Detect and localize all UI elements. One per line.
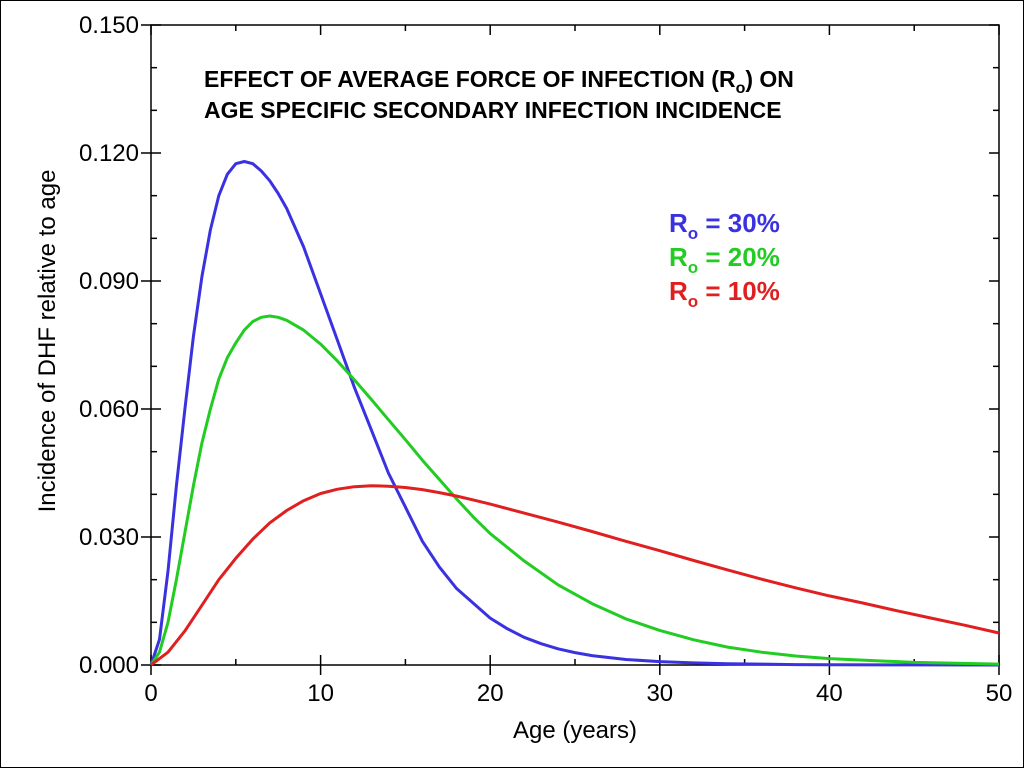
series-layer	[149, 160, 1000, 667]
chart-title-line-1: EFFECT OF AVERAGE FORCE OF INFECTION (Ro…	[204, 66, 794, 97]
y-tick-label: 0.150	[79, 12, 139, 39]
y-tick-label: 0.120	[79, 140, 139, 167]
x-tick-label: 0	[144, 680, 157, 707]
x-tick-label: 30	[646, 680, 673, 707]
x-tick-label: 50	[986, 680, 1013, 707]
x-tick-label: 10	[307, 680, 334, 707]
plot-area	[150, 24, 1000, 666]
legend-entry-1: Ro = 30%	[669, 208, 780, 243]
legend-entry-3: Ro = 10%	[669, 276, 780, 311]
legend: Ro = 30%Ro = 20%Ro = 10%	[669, 208, 780, 311]
y-tick-label: 0.030	[79, 524, 139, 551]
series-line-3	[150, 484, 1000, 667]
y-axis-title: Incidence of DHF relative to age	[34, 170, 61, 513]
y-tick-label: 0.060	[79, 396, 139, 423]
x-tick-label: 20	[477, 680, 504, 707]
x-tick-label: 40	[816, 680, 843, 707]
y-tick-label: 0.090	[79, 268, 139, 295]
chart-title-line-2: AGE SPECIFIC SECONDARY INFECTION INCIDEN…	[204, 97, 782, 123]
series-line-1	[149, 160, 1000, 667]
y-tick-label: 0.000	[79, 652, 139, 679]
legend-entry-2: Ro = 20%	[669, 242, 780, 277]
y-axis: 0.000 0.030 0.060 0.090 0.120 0.150	[79, 12, 999, 679]
series-line-2	[149, 314, 1000, 666]
x-axis-title: Age (years)	[513, 717, 637, 744]
